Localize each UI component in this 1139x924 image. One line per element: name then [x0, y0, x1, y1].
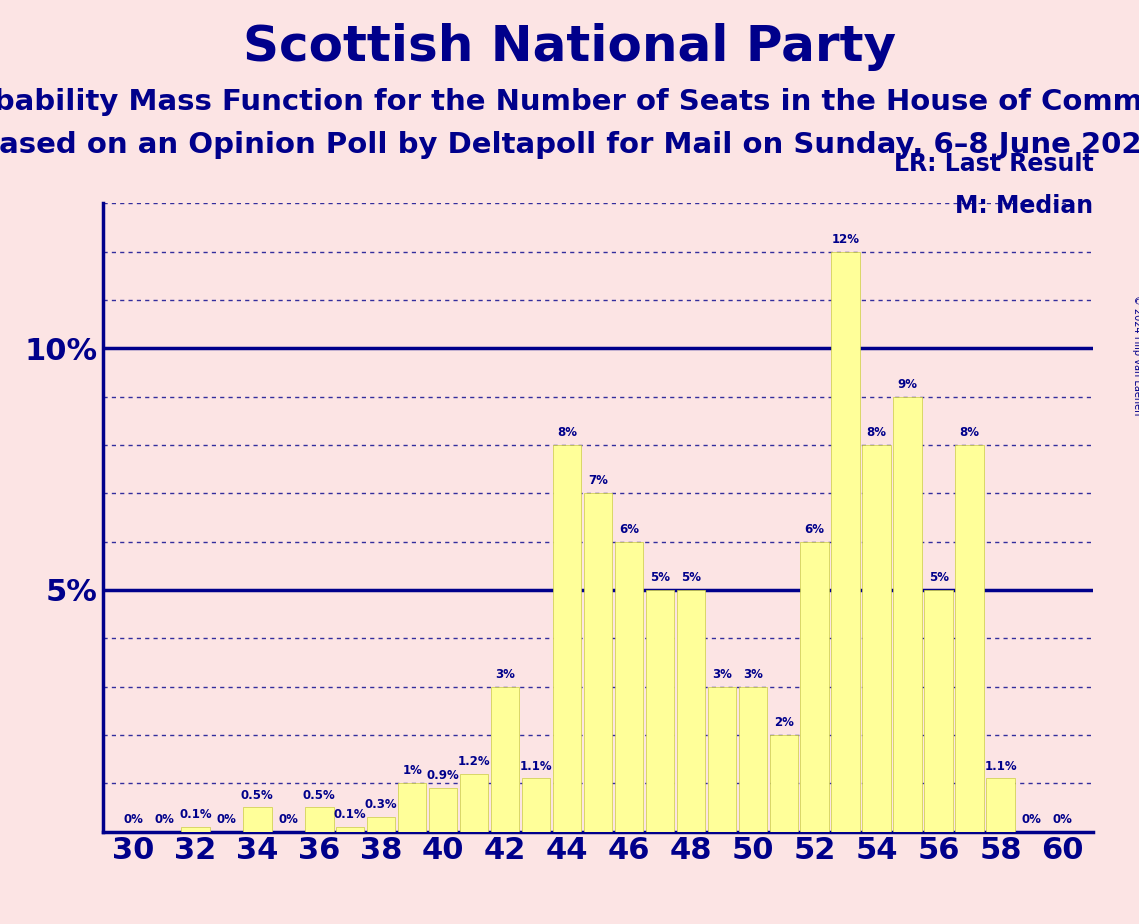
Text: Scottish National Party: Scottish National Party [243, 23, 896, 71]
Text: 8%: 8% [557, 426, 577, 439]
Bar [646, 590, 674, 832]
Text: 6%: 6% [805, 523, 825, 536]
Text: 0.9%: 0.9% [427, 770, 459, 783]
Text: 0%: 0% [155, 813, 174, 826]
Text: 3%: 3% [712, 668, 731, 681]
Text: Based on an Opinion Poll by Deltapoll for Mail on Sunday, 6–8 June 2024: Based on an Opinion Poll by Deltapoll fo… [0, 131, 1139, 159]
Text: 0.3%: 0.3% [364, 798, 398, 811]
Text: 3%: 3% [495, 668, 515, 681]
Text: 0%: 0% [278, 813, 298, 826]
Text: 1.1%: 1.1% [984, 760, 1017, 772]
Bar [336, 827, 364, 832]
Bar [831, 251, 860, 832]
Text: 0%: 0% [123, 813, 144, 826]
Bar [583, 493, 613, 832]
Text: M: Median: M: Median [956, 194, 1093, 218]
Text: LR: LR [678, 713, 705, 733]
Text: 0%: 0% [1022, 813, 1041, 826]
Text: 1.1%: 1.1% [519, 760, 552, 772]
Text: 7%: 7% [588, 474, 608, 488]
Bar [243, 808, 271, 832]
Bar [181, 827, 210, 832]
Bar [429, 788, 458, 832]
Bar [305, 808, 334, 832]
Text: 0.1%: 0.1% [334, 808, 367, 821]
Bar [986, 778, 1015, 832]
Text: 0.1%: 0.1% [179, 808, 212, 821]
Text: 5%: 5% [650, 571, 670, 584]
Bar [522, 778, 550, 832]
Bar [801, 541, 829, 832]
Text: 9%: 9% [898, 378, 918, 391]
Bar [770, 735, 798, 832]
Text: 2%: 2% [773, 716, 794, 729]
Bar [707, 687, 736, 832]
Bar [460, 773, 489, 832]
Bar [677, 590, 705, 832]
Text: M: M [775, 779, 794, 797]
Bar [615, 541, 644, 832]
Text: 1.2%: 1.2% [458, 755, 491, 768]
Bar [956, 445, 984, 832]
Bar [893, 396, 921, 832]
Bar [862, 445, 891, 832]
Text: LR: Last Result: LR: Last Result [894, 152, 1093, 176]
Text: 12%: 12% [831, 233, 860, 246]
Bar [367, 817, 395, 832]
Bar [925, 590, 953, 832]
Text: 8%: 8% [867, 426, 886, 439]
Text: Probability Mass Function for the Number of Seats in the House of Commons: Probability Mass Function for the Number… [0, 88, 1139, 116]
Text: 1%: 1% [402, 764, 423, 777]
Text: 5%: 5% [928, 571, 949, 584]
Bar [398, 784, 426, 832]
Text: 0%: 0% [1052, 813, 1073, 826]
Text: 3%: 3% [743, 668, 763, 681]
Text: 0%: 0% [216, 813, 236, 826]
Text: 0.5%: 0.5% [303, 788, 336, 802]
Text: © 2024 Filip van Laenen: © 2024 Filip van Laenen [1132, 296, 1139, 416]
Bar [552, 445, 581, 832]
Text: 6%: 6% [618, 523, 639, 536]
Text: 0.5%: 0.5% [241, 788, 273, 802]
Bar [491, 687, 519, 832]
Text: 8%: 8% [959, 426, 980, 439]
Bar [738, 687, 767, 832]
Text: 5%: 5% [681, 571, 700, 584]
